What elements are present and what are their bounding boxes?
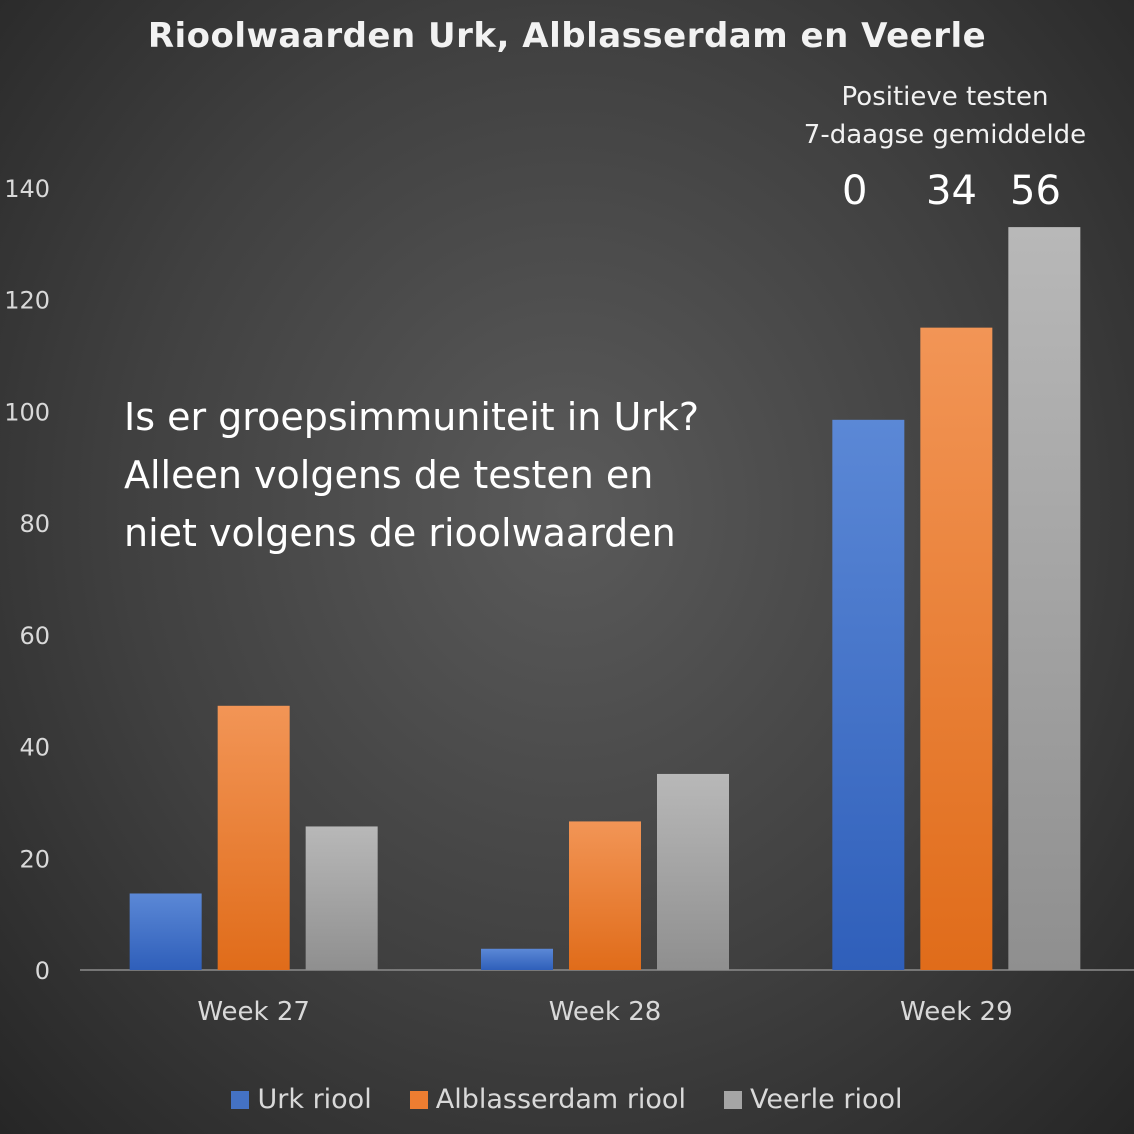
legend-label-alblasserdam: Alblasserdam riool xyxy=(435,1084,686,1115)
bar-urk-riool-week-27 xyxy=(129,893,202,970)
legend-label-urk: Urk riool xyxy=(257,1084,372,1115)
x-tick-label: Week 29 xyxy=(900,997,1013,1027)
x-tick-label: Week 28 xyxy=(549,997,662,1027)
annotation-line-2: 7-daagse gemiddelde xyxy=(803,120,1087,150)
legend: Urk riool Alblasserdam riool Veerle rioo… xyxy=(0,1084,1134,1115)
callout-line-3: niet volgens de rioolwaarden xyxy=(124,511,676,555)
callout-line-2: Alleen volgens de testen en xyxy=(124,453,654,497)
legend-item-veerle[interactable]: Veerle riool xyxy=(723,1084,903,1115)
legend-swatch-urk xyxy=(231,1090,250,1109)
y-tick-label: 40 xyxy=(19,734,50,762)
legend-swatch-alblasserdam xyxy=(409,1090,428,1109)
x-tick-label: Week 27 xyxy=(197,997,310,1027)
callout-text: Is er groepsimmuniteit in Urk? Alleen vo… xyxy=(124,388,764,562)
bar-veerle-riool-week-28 xyxy=(657,773,729,970)
legend-item-alblasserdam[interactable]: Alblasserdam riool xyxy=(409,1084,686,1115)
y-tick-label: 20 xyxy=(19,845,50,873)
test-value-urk: 0 xyxy=(842,168,868,214)
chart-title: Rioolwaarden Urk, Alblasserdam en Veerle xyxy=(147,16,987,56)
legend-item-urk[interactable]: Urk riool xyxy=(231,1084,372,1115)
bar-alblasserdam-riool-week-27 xyxy=(217,705,290,970)
bar-alblasserdam-riool-week-28 xyxy=(569,821,641,970)
bar-urk-riool-week-28 xyxy=(481,948,553,970)
y-tick-label: 120 xyxy=(4,287,50,315)
y-tick-label: 0 xyxy=(35,957,50,985)
y-tick-label: 140 xyxy=(4,175,50,203)
annotation-line-1: Positieve testen xyxy=(841,82,1049,112)
bar-urk-riool-week-29 xyxy=(832,419,905,970)
y-tick-label: 60 xyxy=(19,622,50,650)
legend-label-veerle: Veerle riool xyxy=(749,1084,903,1115)
callout-line-1: Is er groepsimmuniteit in Urk? xyxy=(124,395,700,439)
y-tick-label: 80 xyxy=(19,510,50,538)
legend-swatch-veerle xyxy=(723,1090,742,1109)
y-tick-label: 100 xyxy=(4,398,50,426)
bar-veerle-riool-week-27 xyxy=(305,826,378,970)
bar-alblasserdam-riool-week-29 xyxy=(920,327,993,971)
positive-tests-annotation: Positieve testen 7-daagse gemiddelde xyxy=(780,78,1110,154)
bar-veerle-riool-week-29 xyxy=(1008,227,1081,971)
test-value-veerle: 56 xyxy=(1010,168,1061,214)
test-value-alblasserdam: 34 xyxy=(926,168,977,214)
